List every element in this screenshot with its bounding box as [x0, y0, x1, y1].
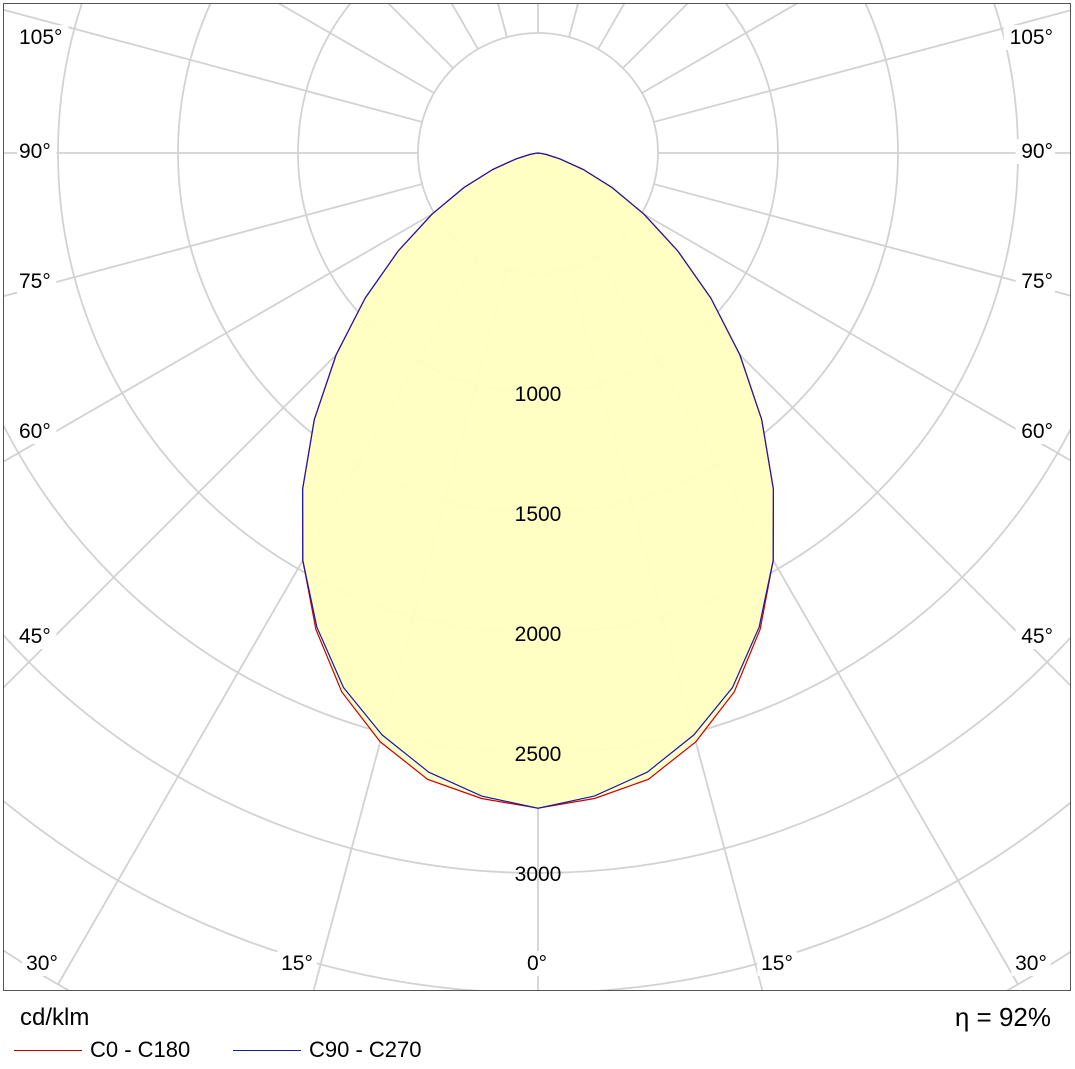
grid-spoke [4, 212, 435, 463]
ring-value-label: 1500 [515, 503, 562, 526]
angle-label-left: 60° [19, 420, 51, 443]
angle-label-left-bg [17, 25, 69, 50]
angle-label-left: 90° [19, 140, 51, 163]
grid-spoke [4, 183, 423, 298]
unit-label: cd/klm [20, 1004, 90, 1031]
grid-spoke [4, 8, 423, 123]
ring-value-label: 1000 [515, 383, 562, 406]
grid-spoke [497, 4, 508, 38]
angle-label-bottom-left-30-bg [22, 951, 62, 976]
grid-spoke [450, 4, 479, 50]
legend-label-c90: C90 - C270 [309, 1037, 422, 1062]
angle-label-bottom-right-15-bg [757, 951, 797, 976]
angle-label-right: 75° [1021, 270, 1053, 293]
series-layer [301, 152, 775, 809]
legend-item-c90: C90 - C270 [233, 1037, 422, 1062]
efficiency-label: η = 92% [954, 1002, 1051, 1032]
polar-plot-frame: 105° 90° 75° 60° 45° 105° 90° 75° 60° 45° 30° 15° 0°… [3, 3, 1071, 991]
grid-spoke [568, 4, 579, 38]
angle-label-bottom-center: 0° [527, 952, 547, 975]
grid-spoke [278, 4, 435, 94]
angle-label-left-bg [17, 269, 57, 294]
angle-label-bottom-right-30: 30° [1015, 952, 1047, 975]
grid-spoke [597, 4, 626, 50]
angle-label-right: 90° [1021, 140, 1053, 163]
angle-label-right: 45° [1021, 625, 1053, 648]
angle-label-right-bg [1015, 139, 1055, 164]
angle-label-right-bg [1015, 419, 1055, 444]
angle-label-bottom-left-15: 15° [281, 952, 313, 975]
angle-label-right: 105° [1010, 26, 1053, 49]
grid-spoke [641, 4, 798, 94]
grid-ring [4, 634, 1070, 874]
grid-spoke [387, 4, 454, 69]
grid-spoke [653, 9, 1070, 123]
legend-item-c0: C0 - C180 [14, 1037, 191, 1062]
angle-label-right-bg [1015, 269, 1055, 294]
series-line-c90 [301, 152, 775, 809]
polar-chart: 105° 90° 75° 60° 45° 105° 90° 75° 60° 45° 30° 15° 0°… [4, 4, 1070, 990]
legend-swatch-c0 [14, 1049, 82, 1051]
legend-label-c0: C0 - C180 [90, 1037, 191, 1062]
angle-label-right-bg [1003, 25, 1055, 50]
angle-label-bottom-left-30: 30° [26, 952, 58, 975]
angle-label-right-bg [1015, 624, 1055, 649]
ring-value-label: 2500 [515, 743, 562, 766]
angle-label-left-bg [17, 419, 57, 444]
angle-label-bottom-left-15-bg [277, 951, 317, 976]
angle-label-left: 75° [19, 270, 51, 293]
ring-value-label: 3000 [515, 863, 562, 886]
legend-swatch-c90 [233, 1049, 301, 1051]
angle-label-bottom-right-30-bg [1011, 951, 1051, 976]
label-layer: 105° 90° 75° 60° 45° 105° 90° 75° 60° 45° 30° 15° 0°… [17, 25, 1055, 976]
ring-value-label: 2000 [515, 623, 562, 646]
angle-label-left-bg [17, 139, 57, 164]
angle-label-right: 60° [1021, 420, 1053, 443]
grid-spoke [653, 183, 1070, 297]
series-fill-c90 [302, 153, 774, 809]
angle-label-left-bg [17, 624, 57, 649]
angle-label-left: 45° [19, 625, 51, 648]
grid-spoke [641, 212, 1070, 462]
angle-label-bottom-center-bg [523, 951, 551, 976]
angle-label-left: 105° [19, 26, 62, 49]
angle-label-bottom-right-15: 15° [761, 952, 793, 975]
